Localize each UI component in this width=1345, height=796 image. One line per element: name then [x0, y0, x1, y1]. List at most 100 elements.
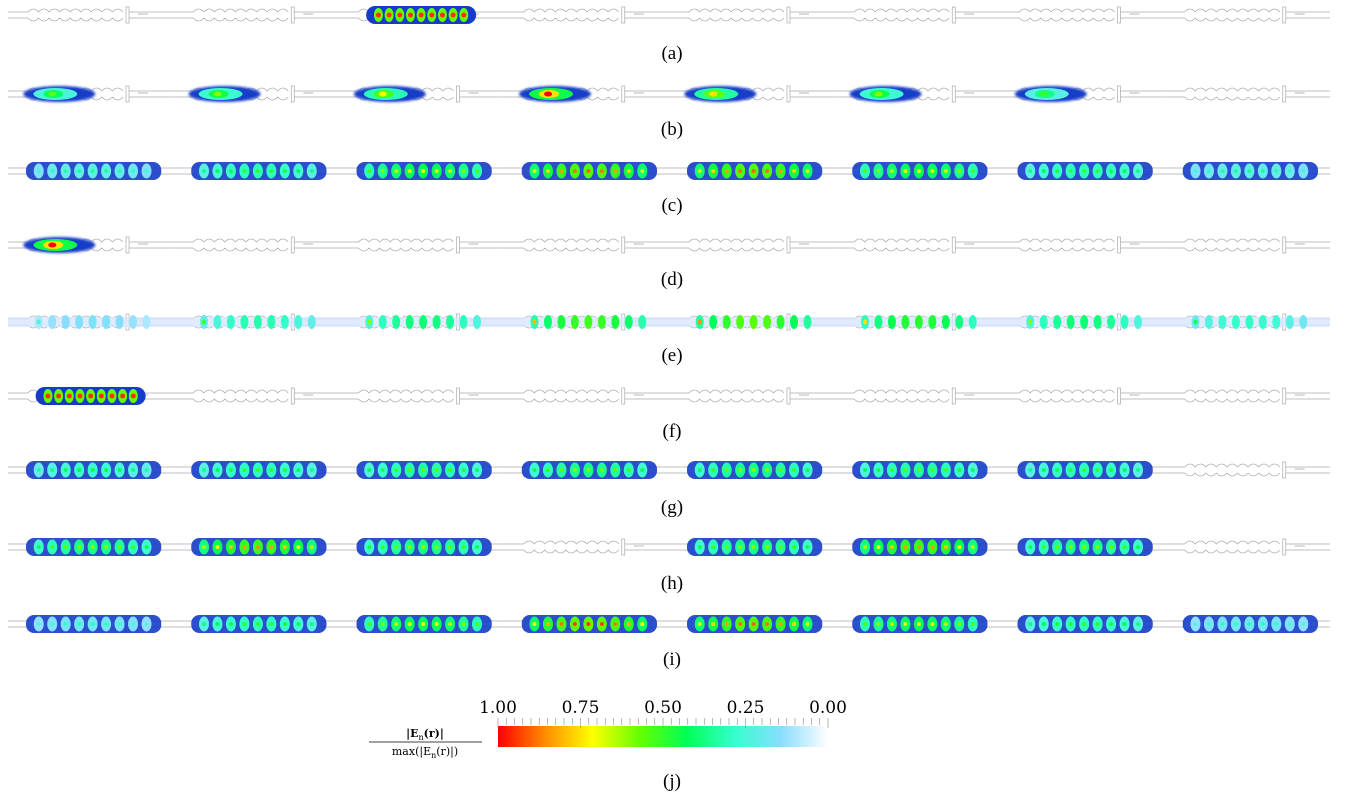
field-peak: [765, 169, 770, 173]
flange: [1282, 538, 1287, 556]
field-peak: [805, 545, 810, 549]
field-peak: [215, 468, 220, 472]
flange: [125, 85, 130, 103]
field-cell: [928, 315, 937, 329]
field-peak: [738, 169, 743, 173]
panel-i: (i): [8, 615, 1330, 670]
field-peak: [724, 169, 729, 173]
field-peak: [916, 545, 921, 549]
field-peak: [131, 468, 136, 472]
field-peak: [90, 545, 95, 549]
field-peak: [421, 468, 426, 472]
flange: [1117, 236, 1121, 254]
field-peak: [1260, 169, 1265, 173]
field-peak: [66, 393, 72, 399]
field-peak: [421, 622, 426, 626]
field-peak: [269, 468, 274, 472]
cavity-outline: [523, 389, 620, 394]
field-peak: [1028, 545, 1033, 549]
field-peak: [599, 622, 604, 626]
field-peak: [461, 545, 466, 549]
field-peak: [98, 393, 104, 399]
cavity-outline: [853, 238, 950, 243]
field-peak: [626, 169, 631, 173]
field-peak: [201, 319, 206, 325]
field-peak: [862, 545, 867, 549]
field-peak: [778, 545, 783, 549]
colorbar-fraction: |En(r)| max(|En(r)|): [369, 727, 482, 760]
panel-label: (c): [661, 195, 682, 216]
field-cell: [624, 315, 633, 329]
field-peak: [738, 545, 743, 549]
panel-label: (i): [663, 649, 681, 670]
field-peak: [309, 545, 314, 549]
field-peak: [77, 545, 82, 549]
field-peak: [367, 468, 372, 472]
field-peak: [1287, 622, 1292, 626]
field-cell: [597, 315, 606, 329]
field-peak: [765, 545, 770, 549]
fraction-denominator: max(|En(r)|): [392, 745, 458, 760]
field-peak: [201, 622, 206, 626]
field-cell: [1066, 315, 1075, 329]
field-peak: [50, 468, 55, 472]
field-cell: [763, 315, 772, 329]
cavity-outline: [853, 17, 950, 22]
field-peak: [724, 545, 729, 549]
field-peak: [586, 468, 591, 472]
field-peak: [201, 545, 206, 549]
field-peak: [63, 545, 68, 549]
cavity-outline: [1184, 463, 1281, 468]
field-peak: [599, 468, 604, 472]
field-peak: [1041, 545, 1046, 549]
field-peak: [1028, 169, 1033, 173]
field-peak: [215, 169, 220, 173]
field-cell: [1218, 315, 1227, 329]
cavity-outline: [192, 238, 289, 243]
colorbar-gradient: [498, 726, 828, 747]
field-peak: [215, 545, 220, 549]
field-peak: [1082, 468, 1087, 472]
field-peak: [862, 468, 867, 472]
cavity-outline: [853, 398, 950, 403]
field-peak: [228, 545, 233, 549]
field-peak: [269, 545, 274, 549]
field-peak: [296, 468, 301, 472]
field-peak: [242, 545, 247, 549]
field-peak: [1122, 468, 1127, 472]
panel-label: (d): [661, 269, 683, 290]
flange: [1117, 85, 1121, 103]
field-peak: [242, 169, 247, 173]
cavity-outline: [1184, 87, 1281, 92]
field-peak: [397, 12, 403, 18]
field-peak: [930, 169, 935, 173]
flange: [786, 85, 791, 103]
panel-b: (b): [8, 85, 1330, 140]
field-cell: [307, 315, 316, 329]
field-peak: [532, 319, 537, 325]
flange: [951, 85, 956, 103]
panel-label: (e): [661, 345, 682, 366]
field-cell: [722, 315, 731, 329]
field-peak: [559, 622, 564, 626]
field-peak: [375, 12, 381, 18]
field-peak: [697, 169, 702, 173]
field-cell: [240, 315, 249, 329]
colorbar-tick-label: 0.25: [727, 698, 765, 718]
cavity-outline: [1184, 549, 1281, 554]
field-peak: [36, 622, 41, 626]
field-peak: [751, 622, 756, 626]
field-cell: [611, 315, 620, 329]
field-peak: [876, 169, 881, 173]
cavity-outline: [192, 247, 289, 252]
field-peak: [429, 12, 435, 18]
field-cell: [75, 315, 84, 329]
field-cell: [378, 315, 387, 329]
cavity-outline: [27, 8, 124, 13]
panel-label: (g): [661, 497, 683, 518]
field-cell: [226, 315, 235, 329]
field-peak: [434, 545, 439, 549]
field-peak: [778, 169, 783, 173]
field-peak: [144, 545, 149, 549]
flange: [456, 85, 460, 103]
